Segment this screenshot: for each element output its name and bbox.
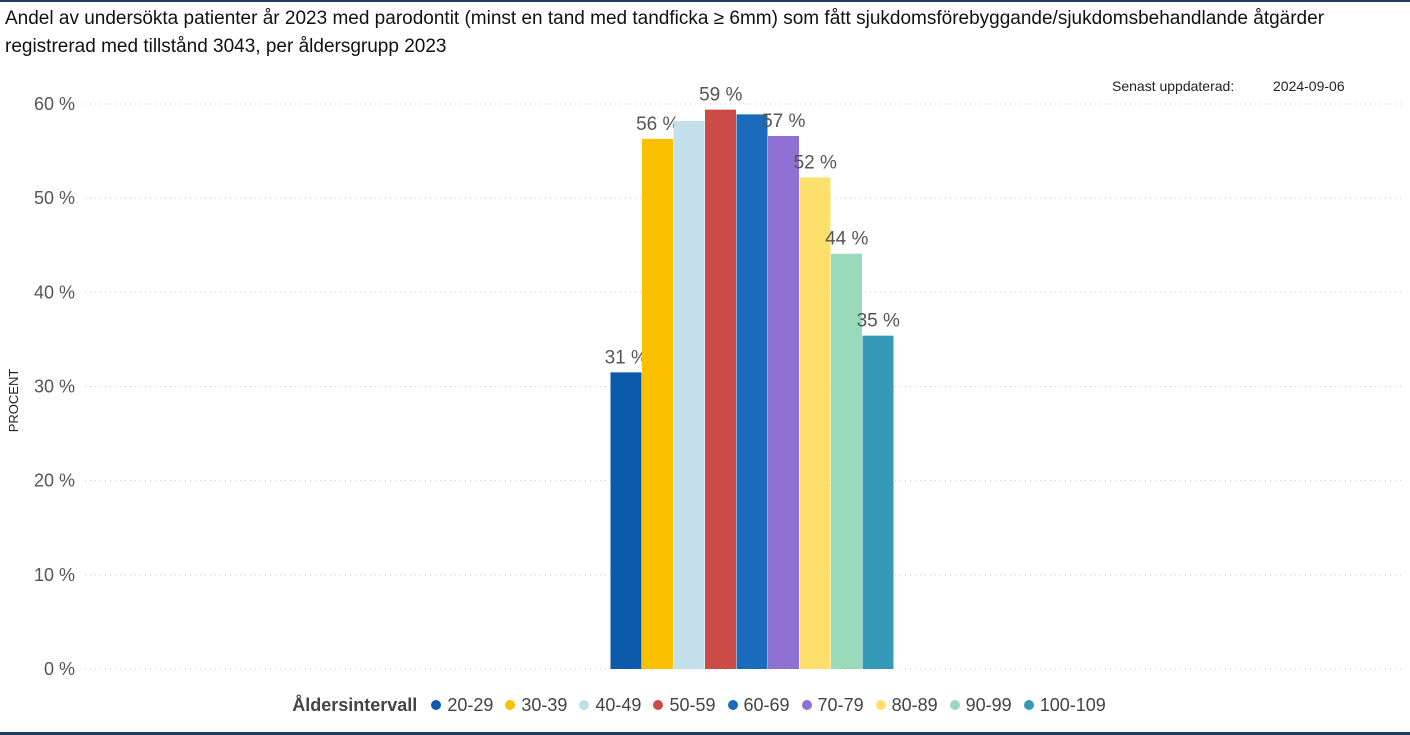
legend-item-20-29[interactable]: 20-29 — [431, 695, 493, 716]
legend-item-30-39[interactable]: 30-39 — [505, 695, 567, 716]
legend-label: 30-39 — [521, 694, 568, 715]
bar-50-59 — [705, 109, 736, 669]
y-tick-label: 50 % — [34, 188, 75, 208]
data-label: 44 % — [825, 229, 868, 250]
data-label: 31 % — [605, 347, 648, 368]
bottom-border — [0, 732, 1410, 735]
legend-dot — [727, 700, 738, 710]
legend-label: 20-29 — [447, 694, 494, 715]
bar-20-29 — [610, 372, 642, 669]
legend-item-40-49[interactable]: 40-49 — [579, 695, 641, 716]
updated-label: Senast uppdaterad: — [1112, 78, 1235, 94]
y-tick-label: 0 % — [44, 659, 75, 679]
data-label: 56 % — [636, 114, 679, 135]
legend-dot — [801, 700, 812, 710]
bar-chart: 0 % 10 % 20 % 30 % 40 % 50 % 60 % PROCENT 31 % 56… — [6, 85, 1405, 679]
top-border — [0, 0, 1410, 2]
bar-70-79 — [768, 136, 799, 669]
legend-label: 70-79 — [817, 694, 864, 715]
data-label: 35 % — [857, 311, 900, 332]
y-tick-label: 40 % — [34, 282, 75, 302]
chart-title: Andel av undersökta patienter år 2023 me… — [5, 8, 1325, 57]
bar-90-99 — [831, 253, 862, 669]
legend-label: 90-99 — [965, 694, 1012, 715]
legend-label: 80-89 — [891, 694, 938, 715]
data-label: 59 % — [699, 85, 742, 106]
legend-dot — [579, 700, 590, 710]
y-axis-label: PROCENT — [6, 369, 21, 433]
bar-40-49 — [673, 120, 705, 669]
bar-60-69 — [736, 114, 768, 669]
legend-item-70-79[interactable]: 70-79 — [801, 694, 864, 716]
legend-dot — [505, 700, 516, 710]
legend-title: Åldersintervall — [292, 694, 418, 715]
bar-30-39 — [642, 138, 673, 669]
data-label: 57 % — [762, 111, 805, 132]
legend-item-100-109[interactable]: 100-109 — [1023, 694, 1106, 716]
y-tick-label: 60 % — [34, 94, 75, 114]
legend-dot — [1023, 700, 1034, 710]
y-tick-label: 30 % — [34, 377, 75, 397]
legend-label: 50-59 — [669, 694, 716, 715]
data-label: 52 % — [794, 152, 837, 173]
y-tick-label: 10 % — [34, 565, 75, 585]
legend-label: 100-109 — [1039, 694, 1106, 715]
bar-80-89 — [799, 177, 831, 669]
y-tick-label: 20 % — [34, 471, 75, 491]
legend-item-60-69[interactable]: 60-69 — [727, 694, 790, 716]
legend-dot — [949, 700, 960, 710]
legend-dot — [875, 700, 886, 710]
legend-item-50-59[interactable]: 50-59 — [653, 694, 716, 716]
legend-label: 60-69 — [743, 694, 790, 715]
legend: Åldersintervall 20-29 30-39 40-49 50-59 60-6… — [0, 692, 1410, 718]
legend-dot — [431, 700, 442, 710]
legend-dot — [653, 700, 664, 710]
legend-item-80-89[interactable]: 80-89 — [875, 694, 938, 716]
legend-label: 40-49 — [595, 694, 642, 715]
legend-item-90-99[interactable]: 90-99 — [949, 694, 1012, 716]
bar-100-109 — [862, 335, 894, 669]
updated-date: 2024-09-06 — [1273, 78, 1345, 94]
